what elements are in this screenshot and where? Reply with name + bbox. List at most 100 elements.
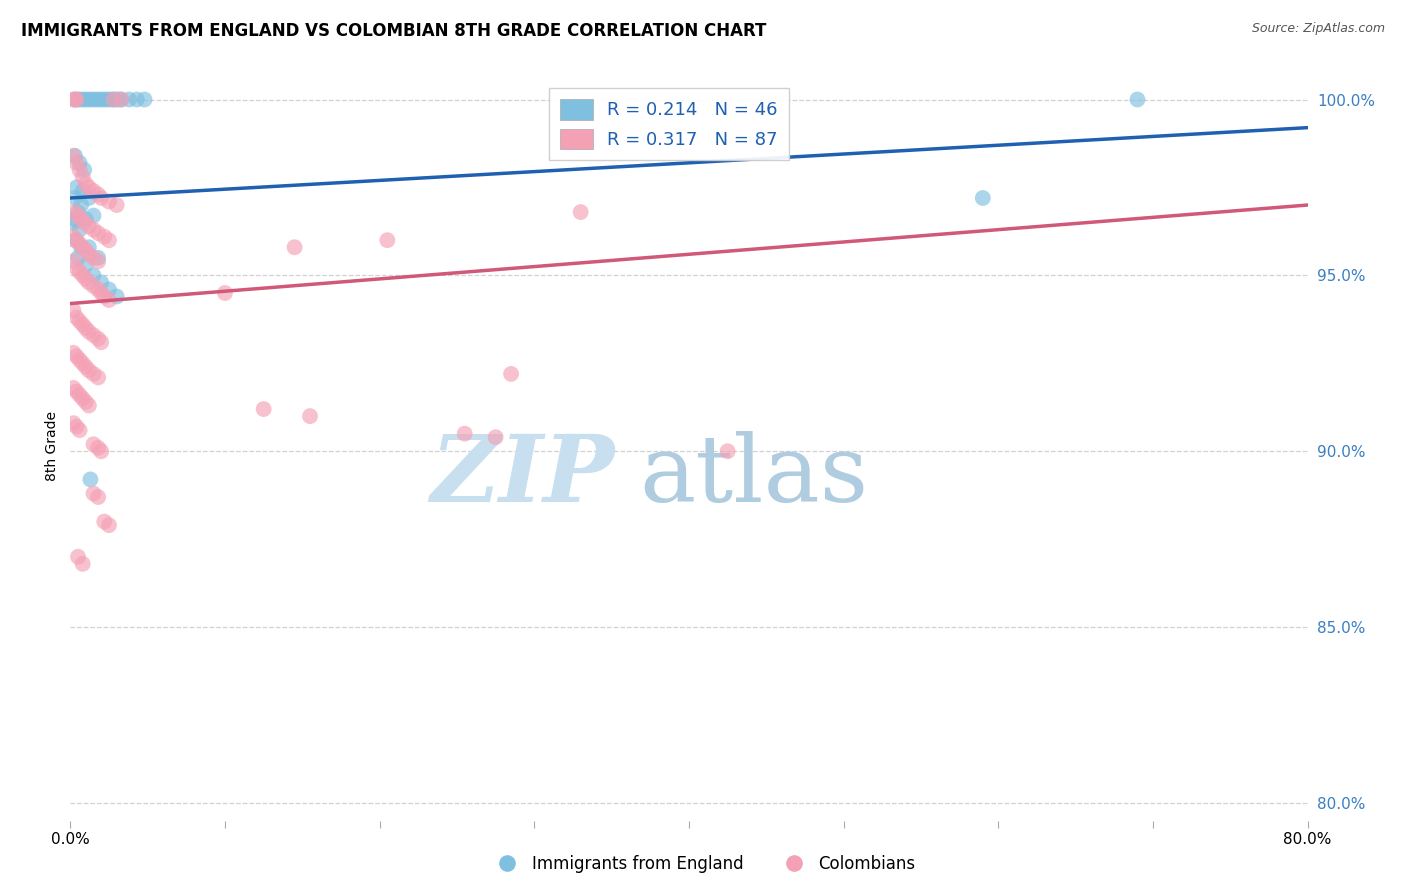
Point (93, 515, 115, 529)
Point (87, 254, 110, 268)
Point (72, 557, 94, 571)
Point (70, 198, 93, 212)
Text: atlas: atlas (640, 431, 869, 521)
Point (75, 244, 97, 258)
Point (63, 93, 86, 107)
Point (73, 216, 96, 230)
Point (65, 419, 87, 434)
Point (98, 233, 120, 247)
Point (98, 194, 120, 209)
Point (67, 549, 90, 564)
Point (87, 332, 110, 346)
Point (87, 251, 110, 265)
Point (82, 209, 105, 223)
Point (87, 370, 110, 384)
Point (63, 93, 86, 107)
Point (253, 402, 276, 417)
Point (87, 226, 110, 240)
Point (69, 222, 91, 236)
Point (62, 254, 84, 268)
Point (98, 293, 120, 307)
Point (62, 416, 84, 430)
Point (75, 395, 97, 409)
Point (93, 289, 115, 303)
Point (79, 472, 101, 486)
Point (101, 93, 124, 107)
Point (62, 229, 84, 244)
Point (82, 367, 105, 381)
Point (125, 93, 148, 107)
Point (72, 356, 94, 370)
Point (62, 149, 84, 163)
Point (69, 236, 91, 251)
Point (65, 233, 87, 247)
Point (67, 209, 90, 223)
Point (501, 367, 523, 381)
Point (75, 258, 97, 272)
Point (214, 285, 236, 300)
Point (77, 276, 100, 290)
Point (87, 441, 110, 455)
Point (76, 93, 98, 107)
Point (86, 93, 108, 107)
Point (717, 444, 740, 458)
Point (82, 328, 105, 343)
Point (67, 205, 90, 219)
Point (65, 349, 87, 363)
Point (1126, 93, 1149, 107)
Point (972, 191, 994, 205)
Point (77, 247, 100, 261)
Point (70, 240, 93, 254)
Point (69, 314, 91, 328)
Point (79, 93, 101, 107)
Point (62, 345, 84, 359)
Point (454, 426, 477, 441)
Point (63, 149, 86, 163)
Point (98, 93, 120, 107)
Point (118, 93, 141, 107)
Point (72, 318, 94, 332)
Point (82, 222, 105, 236)
Point (82, 184, 105, 198)
Point (105, 289, 128, 303)
Point (90, 335, 112, 350)
Point (67, 251, 90, 265)
Point (82, 279, 105, 293)
Point (77, 180, 100, 194)
Point (62, 303, 84, 318)
Point (105, 198, 128, 212)
Point (72, 268, 94, 283)
Point (65, 384, 87, 399)
Y-axis label: 8th Grade: 8th Grade (45, 411, 59, 481)
Legend: Immigrants from England, Colombians: Immigrants from England, Colombians (484, 848, 922, 880)
Point (75, 212, 97, 227)
Point (69, 156, 91, 170)
Point (103, 93, 125, 107)
Point (63, 191, 86, 205)
Point (90, 191, 112, 205)
Point (94, 93, 117, 107)
Point (98, 518, 120, 533)
Point (72, 184, 94, 198)
Point (75, 359, 97, 374)
Point (73, 93, 96, 107)
Point (107, 93, 129, 107)
Text: Source: ZipAtlas.com: Source: ZipAtlas.com (1251, 22, 1385, 36)
Point (65, 261, 87, 276)
Point (70, 212, 93, 227)
Point (82, 268, 105, 283)
Point (65, 310, 87, 325)
Point (75, 177, 97, 191)
Point (69, 352, 91, 367)
Point (77, 399, 100, 413)
Point (73, 162, 96, 177)
Point (67, 93, 90, 107)
Point (87, 490, 110, 504)
Point (82, 437, 105, 451)
Text: IMMIGRANTS FROM ENGLAND VS COLOMBIAN 8TH GRADE CORRELATION CHART: IMMIGRANTS FROM ENGLAND VS COLOMBIAN 8TH… (21, 22, 766, 40)
Point (75, 272, 97, 286)
Point (134, 93, 156, 107)
Point (72, 392, 94, 406)
Point (104, 93, 127, 107)
Point (63, 233, 86, 247)
